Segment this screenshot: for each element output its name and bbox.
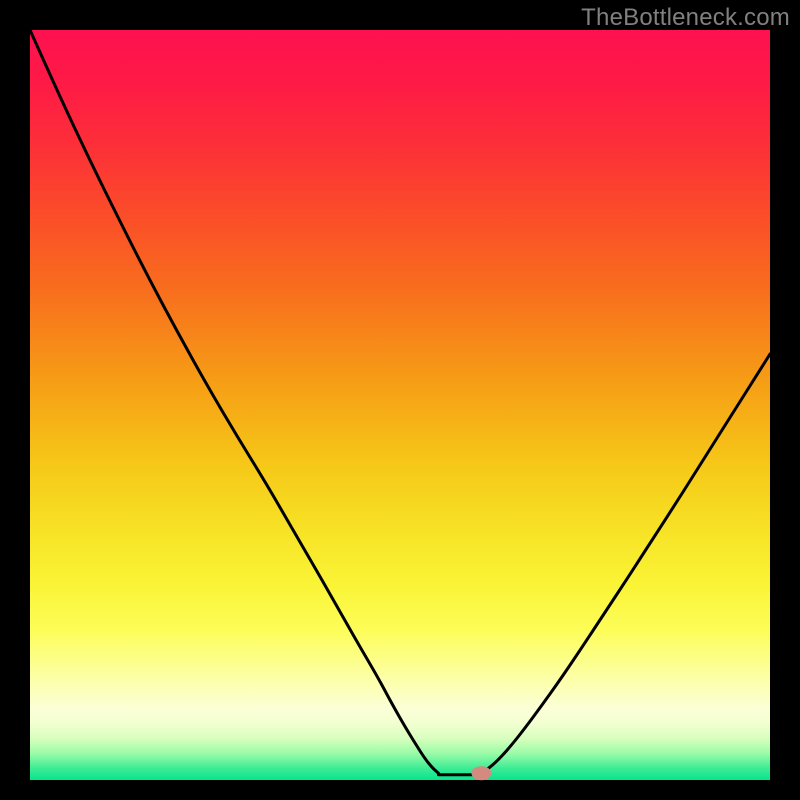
bottleneck-chart	[0, 0, 800, 800]
chart-frame: TheBottleneck.com	[0, 0, 800, 800]
plot-background	[30, 30, 770, 780]
minimum-marker	[471, 766, 491, 780]
